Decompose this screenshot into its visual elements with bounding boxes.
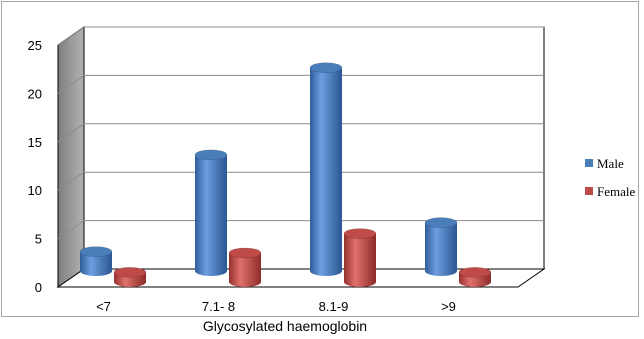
bar <box>113 267 147 287</box>
x-axis-categories: <7 7.1- 8 8.1-9 >9 <box>96 299 456 314</box>
bar <box>458 267 492 287</box>
y-tick-label: 10 <box>28 183 42 198</box>
x-tick-label: >9 <box>441 299 456 314</box>
bar <box>228 247 262 287</box>
bar <box>79 246 113 276</box>
gridline <box>57 171 544 191</box>
gridline <box>57 26 544 46</box>
gridline <box>57 220 544 240</box>
bar-top <box>458 267 492 278</box>
x-tick-label: <7 <box>96 299 111 314</box>
bar-body <box>425 222 457 276</box>
bar <box>424 217 458 276</box>
bar-body <box>80 251 112 276</box>
floor <box>56 268 546 288</box>
bar-top <box>79 246 113 257</box>
x-tick-label: 8.1-9 <box>319 299 349 314</box>
gridline <box>57 74 544 94</box>
bar-top <box>343 228 377 239</box>
y-tick-label: 20 <box>28 86 42 101</box>
bar-top <box>113 267 147 278</box>
gridline <box>57 123 544 143</box>
plot-walls <box>56 26 546 288</box>
x-tick-label: 7.1- 8 <box>202 299 235 314</box>
bar-top <box>309 62 343 73</box>
bar-body <box>195 154 227 276</box>
gridlines <box>57 26 544 240</box>
bar <box>343 228 377 287</box>
bar-top <box>424 217 458 228</box>
bars <box>79 62 492 287</box>
side-wall <box>57 26 85 288</box>
y-tick-label: 15 <box>28 135 42 150</box>
y-tick-label: 0 <box>35 280 42 295</box>
legend-swatch <box>585 159 593 167</box>
legend-swatch <box>585 187 593 195</box>
y-tick-label: 5 <box>35 232 42 247</box>
bar-top <box>228 247 262 259</box>
bar-body <box>310 67 342 276</box>
legend: Male Female <box>585 156 635 199</box>
bar-top <box>194 149 228 161</box>
legend-label: Male <box>597 156 624 171</box>
y-axis-ticks: 0 5 10 15 20 25 <box>28 38 42 295</box>
y-tick-label: 25 <box>28 38 42 53</box>
bar <box>309 62 343 276</box>
x-axis-label: Glycosylated haemoglobin <box>203 318 367 334</box>
legend-label: Female <box>597 184 635 199</box>
bar-body <box>344 233 376 287</box>
bar <box>194 149 228 276</box>
bar-body <box>229 252 261 287</box>
